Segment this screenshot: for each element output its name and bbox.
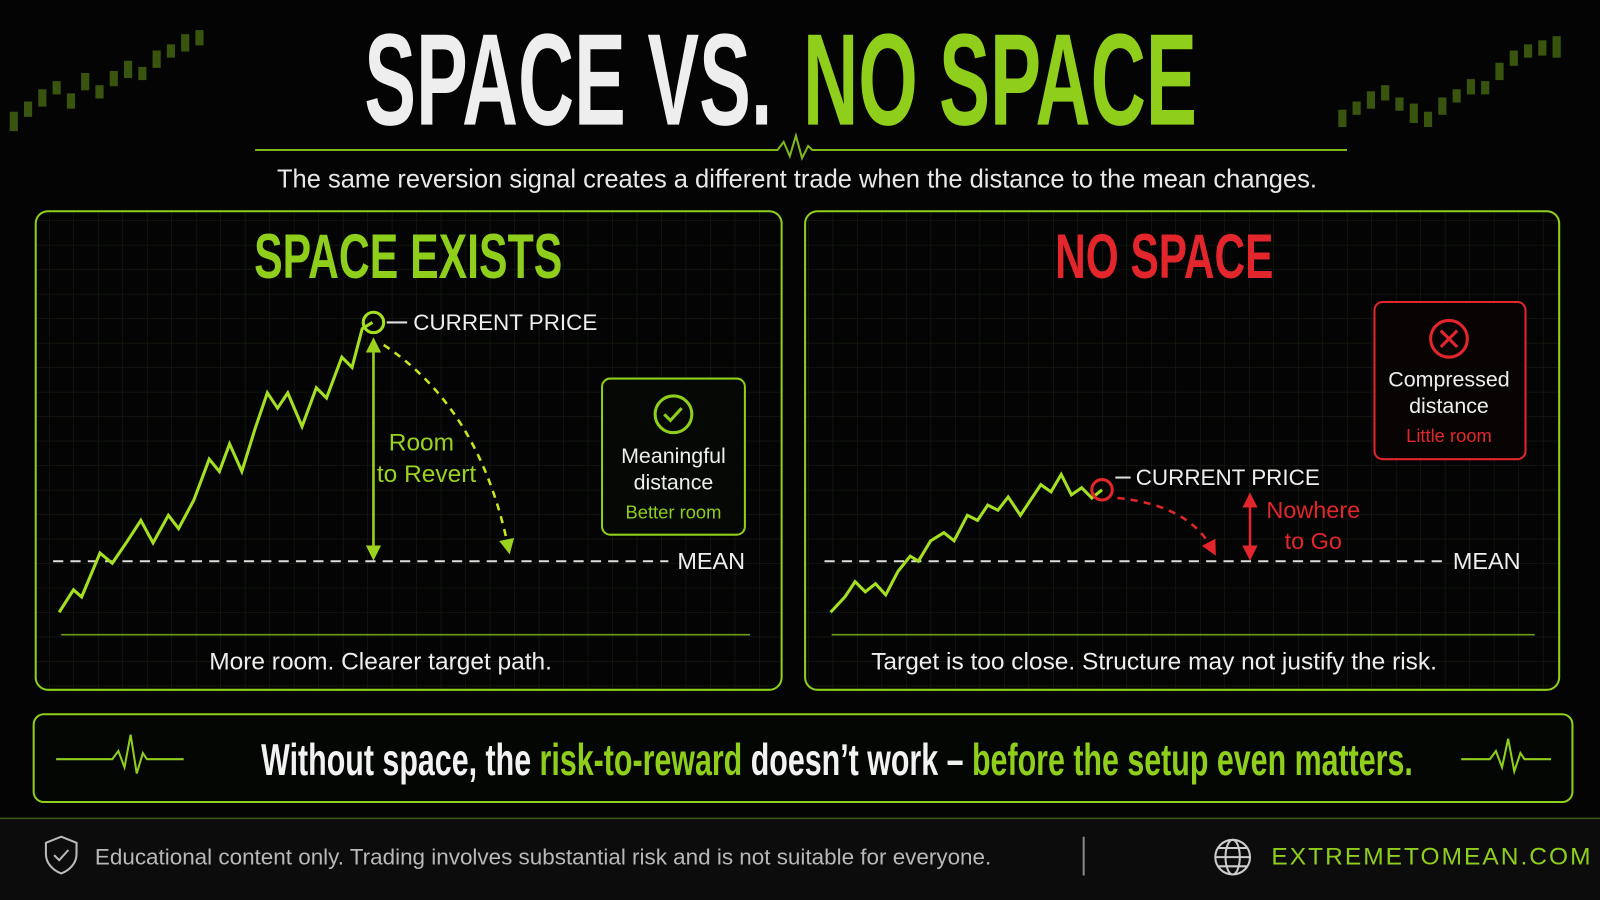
callout-line: Compressed bbox=[1388, 368, 1509, 392]
price-line bbox=[829, 471, 1103, 614]
candles-right-part bbox=[1523, 44, 1533, 58]
footer: Educational content only. Trading involv… bbox=[0, 817, 1600, 900]
candles-left bbox=[9, 30, 204, 132]
callout-note: Better room bbox=[626, 502, 722, 523]
footer-part bbox=[0, 818, 1600, 900]
caption: More room. Clearer target path. bbox=[209, 649, 552, 676]
candles-right-part bbox=[1509, 50, 1518, 66]
callout-line: Meaningful bbox=[621, 444, 726, 468]
arrow-label: Room bbox=[389, 429, 454, 456]
current-price-marker bbox=[1090, 478, 1114, 502]
callout-line: distance bbox=[1409, 394, 1489, 418]
candles-right-part bbox=[1466, 79, 1475, 95]
arrow-label: to Revert bbox=[377, 461, 476, 488]
candles-right-part bbox=[1366, 91, 1375, 109]
candles-left-part bbox=[38, 89, 47, 107]
header-divider bbox=[255, 132, 1347, 162]
banner-part bbox=[1461, 738, 1552, 776]
price-label: CURRENT PRICE bbox=[1136, 465, 1320, 490]
caption: Target is too close. Structure may not j… bbox=[871, 649, 1437, 676]
panel-title: NO SPACE bbox=[1055, 222, 1273, 292]
candles-right-part bbox=[1481, 81, 1490, 95]
current-price-marker bbox=[361, 310, 386, 335]
candles-left-part bbox=[23, 101, 33, 117]
x-icon bbox=[1429, 318, 1469, 359]
candles-left-part bbox=[123, 60, 133, 79]
candles-right-part bbox=[1423, 111, 1433, 128]
candles-right-part bbox=[1395, 97, 1404, 111]
website: EXTREMETOMEAN.COM bbox=[1271, 844, 1592, 871]
banner-text-part: Without space, the bbox=[261, 734, 539, 785]
candles-right-part bbox=[1409, 103, 1418, 123]
banner-text-part: risk-to-reward bbox=[540, 734, 743, 785]
callout-note: Little room bbox=[1406, 425, 1492, 446]
panel-space-exists-part bbox=[34, 210, 783, 691]
candles-left-part bbox=[52, 81, 61, 95]
candles-right-part bbox=[1338, 109, 1347, 128]
candles-right-part bbox=[1381, 85, 1390, 101]
panel-no-space: NO SPACE MEAN CURRENT PRICE Nowhere to G… bbox=[804, 210, 1561, 691]
arrow-label: Nowhere bbox=[1266, 497, 1360, 523]
candles-left-part bbox=[109, 70, 118, 87]
arrow-label: to Go bbox=[1285, 528, 1342, 554]
footer-part-part bbox=[1218, 846, 1247, 868]
panel-title: SPACE EXISTS bbox=[254, 222, 562, 292]
title-part1: SPACE VS. bbox=[364, 7, 772, 153]
banner-text-part: doesn’t work – bbox=[742, 734, 972, 785]
candles-left-part bbox=[95, 85, 104, 99]
callout-box bbox=[1373, 301, 1527, 461]
price-label: CURRENT PRICE bbox=[413, 310, 597, 335]
candles-right bbox=[1338, 36, 1561, 128]
banner-text-part: before the setup even matters. bbox=[972, 734, 1413, 785]
reversion-path bbox=[1117, 496, 1216, 556]
mean-label: MEAN bbox=[1453, 548, 1521, 574]
footer-part bbox=[1214, 838, 1252, 876]
candles-right-part bbox=[1352, 101, 1361, 115]
banner: Without space, the risk-to-reward doesn’… bbox=[32, 713, 1574, 804]
callout-box bbox=[601, 377, 746, 536]
candles-left-part bbox=[9, 111, 18, 132]
candles-right-part bbox=[1495, 62, 1504, 81]
callout-line: distance bbox=[634, 471, 714, 495]
candles-left-part bbox=[138, 66, 147, 81]
mean-label: MEAN bbox=[677, 548, 745, 574]
candles-left-part bbox=[166, 44, 175, 58]
banner-part bbox=[56, 734, 184, 774]
candles-left-part bbox=[181, 34, 190, 52]
footer-part bbox=[53, 849, 70, 862]
reversion-path bbox=[382, 343, 515, 555]
x-icon bbox=[1439, 329, 1459, 349]
panel-space-exists: SPACE EXISTS MEAN CURRENT PRICE Room to … bbox=[34, 210, 783, 691]
banner-text: Without space, the risk-to-reward doesn’… bbox=[202, 734, 1455, 785]
candles-left-part bbox=[81, 72, 90, 91]
title-part2: NO SPACE bbox=[803, 7, 1197, 153]
banner-part bbox=[32, 713, 1574, 804]
disclaimer: Educational content only. Trading involv… bbox=[95, 845, 991, 870]
price-line bbox=[57, 321, 374, 614]
panel-no-space-part bbox=[804, 210, 1561, 691]
footer-part bbox=[44, 835, 78, 875]
candles-right-part bbox=[1538, 40, 1547, 56]
candles-right-part bbox=[1452, 89, 1461, 103]
check-icon bbox=[653, 394, 694, 435]
candles-right-part bbox=[1552, 36, 1561, 58]
check-icon bbox=[663, 407, 683, 423]
candles-left-part bbox=[66, 93, 75, 109]
candles-left-part bbox=[195, 30, 204, 46]
subtitle: The same reversion signal creates a diff… bbox=[277, 166, 1317, 194]
candles-right-part bbox=[1438, 97, 1447, 115]
candles-left-part bbox=[152, 50, 161, 68]
